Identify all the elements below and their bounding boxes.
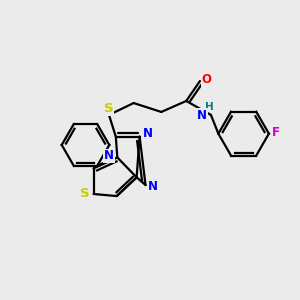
Text: H: H: [205, 102, 214, 112]
Text: N: N: [143, 127, 153, 140]
Text: S: S: [80, 188, 90, 200]
Text: N: N: [148, 180, 158, 193]
Text: S: S: [103, 102, 113, 115]
Text: N: N: [104, 149, 114, 162]
Text: O: O: [202, 73, 212, 86]
Text: F: F: [272, 126, 280, 139]
Text: N: N: [197, 109, 207, 122]
